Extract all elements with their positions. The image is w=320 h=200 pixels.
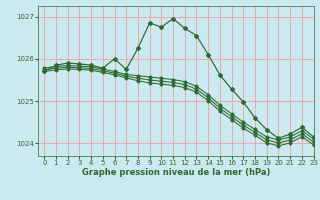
X-axis label: Graphe pression niveau de la mer (hPa): Graphe pression niveau de la mer (hPa) — [82, 168, 270, 177]
